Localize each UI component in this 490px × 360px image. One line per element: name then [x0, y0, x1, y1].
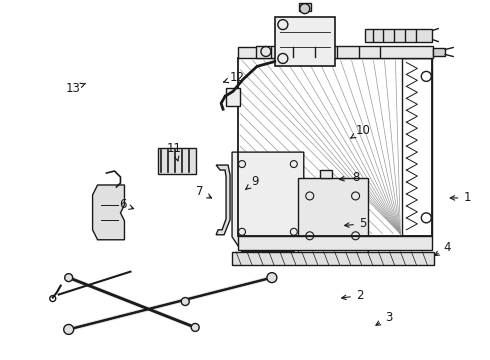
Bar — [238, 46, 432, 58]
Text: 9: 9 — [246, 175, 259, 189]
Text: 7: 7 — [196, 185, 212, 198]
Text: 10: 10 — [351, 124, 371, 138]
Circle shape — [300, 4, 310, 14]
Bar — [365, 28, 432, 41]
Polygon shape — [232, 152, 304, 252]
Text: 6: 6 — [119, 198, 134, 211]
Circle shape — [65, 274, 73, 282]
Text: 5: 5 — [344, 217, 366, 230]
Circle shape — [267, 273, 277, 283]
Bar — [319, 170, 332, 178]
Bar — [298, 178, 368, 254]
Text: 13: 13 — [65, 82, 86, 95]
Text: 1: 1 — [450, 192, 471, 204]
Text: 8: 8 — [340, 171, 359, 184]
Bar — [402, 58, 432, 236]
Bar — [238, 58, 432, 236]
Bar — [275, 17, 335, 67]
Circle shape — [191, 323, 199, 332]
Text: 11: 11 — [167, 141, 182, 161]
Text: 2: 2 — [342, 289, 363, 302]
Bar — [256, 45, 433, 58]
Bar — [232, 252, 434, 265]
Polygon shape — [216, 165, 230, 235]
Circle shape — [64, 324, 74, 334]
Polygon shape — [93, 185, 124, 240]
Bar — [433, 48, 445, 57]
Circle shape — [181, 298, 189, 306]
Bar — [299, 3, 311, 11]
Bar — [158, 148, 196, 174]
Text: 12: 12 — [224, 71, 245, 84]
Bar — [238, 236, 432, 250]
Bar — [226, 88, 240, 106]
Text: 3: 3 — [376, 311, 392, 325]
Text: 4: 4 — [435, 241, 451, 256]
